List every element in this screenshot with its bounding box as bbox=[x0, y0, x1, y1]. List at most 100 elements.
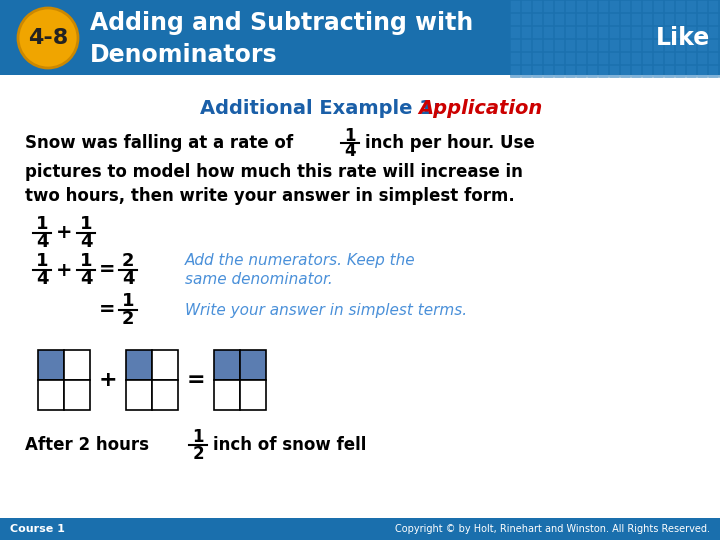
Bar bbox=[708, 13, 718, 25]
Bar bbox=[642, 65, 652, 77]
Bar bbox=[708, 0, 718, 12]
Text: Adding and Subtracting with: Adding and Subtracting with bbox=[90, 11, 473, 35]
Bar bbox=[38, 380, 64, 410]
Text: 1: 1 bbox=[36, 252, 48, 270]
Bar bbox=[521, 52, 531, 64]
Bar bbox=[543, 13, 553, 25]
Bar bbox=[631, 0, 641, 12]
Bar bbox=[653, 65, 663, 77]
Bar bbox=[554, 52, 564, 64]
Bar bbox=[554, 26, 564, 38]
Bar bbox=[653, 13, 663, 25]
Bar bbox=[708, 39, 718, 51]
Bar bbox=[598, 65, 608, 77]
Bar bbox=[609, 0, 619, 12]
Bar bbox=[521, 13, 531, 25]
Bar bbox=[587, 0, 597, 12]
Bar bbox=[686, 26, 696, 38]
Bar bbox=[576, 52, 586, 64]
Bar bbox=[719, 13, 720, 25]
Text: 4: 4 bbox=[344, 142, 356, 160]
Text: Add the numerators. Keep the: Add the numerators. Keep the bbox=[185, 253, 415, 268]
Bar bbox=[653, 52, 663, 64]
Bar bbox=[653, 0, 663, 12]
Bar bbox=[664, 65, 674, 77]
Bar bbox=[609, 65, 619, 77]
Bar bbox=[521, 39, 531, 51]
Bar bbox=[554, 65, 564, 77]
Bar bbox=[620, 52, 630, 64]
Bar bbox=[510, 0, 520, 12]
Bar bbox=[675, 39, 685, 51]
Bar bbox=[126, 380, 152, 410]
Bar bbox=[642, 26, 652, 38]
Bar bbox=[543, 0, 553, 12]
Text: 4: 4 bbox=[122, 270, 134, 288]
Text: 2: 2 bbox=[122, 252, 134, 270]
Text: 4-8: 4-8 bbox=[28, 28, 68, 48]
Text: inch of snow fell: inch of snow fell bbox=[213, 436, 366, 454]
Bar bbox=[532, 26, 542, 38]
Text: 1: 1 bbox=[80, 252, 92, 270]
Bar bbox=[521, 26, 531, 38]
Bar bbox=[532, 52, 542, 64]
Bar bbox=[565, 65, 575, 77]
Bar bbox=[664, 52, 674, 64]
Bar bbox=[587, 13, 597, 25]
Text: Write your answer in simplest terms.: Write your answer in simplest terms. bbox=[185, 302, 467, 318]
Text: Copyright © by Holt, Rinehart and Winston. All Rights Reserved.: Copyright © by Holt, Rinehart and Winsto… bbox=[395, 524, 710, 534]
Bar bbox=[598, 39, 608, 51]
Bar bbox=[609, 13, 619, 25]
Text: inch per hour. Use: inch per hour. Use bbox=[365, 134, 535, 152]
Bar bbox=[686, 13, 696, 25]
Bar bbox=[620, 0, 630, 12]
Bar bbox=[565, 52, 575, 64]
Bar bbox=[631, 26, 641, 38]
Bar bbox=[152, 380, 178, 410]
Bar bbox=[510, 65, 520, 77]
Text: 4: 4 bbox=[80, 233, 92, 251]
Bar bbox=[598, 52, 608, 64]
Text: 1: 1 bbox=[80, 215, 92, 233]
Bar bbox=[664, 26, 674, 38]
Bar bbox=[554, 13, 564, 25]
Bar bbox=[719, 52, 720, 64]
Text: two hours, then write your answer in simplest form.: two hours, then write your answer in sim… bbox=[25, 187, 515, 205]
Bar bbox=[609, 26, 619, 38]
Bar bbox=[38, 350, 64, 380]
Bar bbox=[587, 65, 597, 77]
Bar bbox=[697, 39, 707, 51]
Bar bbox=[64, 380, 90, 410]
Bar bbox=[0, 0, 720, 75]
Text: Additional Example 1:: Additional Example 1: bbox=[200, 98, 447, 118]
Bar bbox=[532, 13, 542, 25]
Bar bbox=[554, 0, 564, 12]
Bar bbox=[686, 0, 696, 12]
Bar bbox=[719, 39, 720, 51]
Bar bbox=[697, 65, 707, 77]
Bar bbox=[510, 39, 520, 51]
Text: 1: 1 bbox=[192, 428, 204, 446]
Bar bbox=[664, 0, 674, 12]
Bar bbox=[686, 65, 696, 77]
Text: 1: 1 bbox=[36, 215, 48, 233]
Text: same denominator.: same denominator. bbox=[185, 272, 333, 287]
Bar bbox=[543, 39, 553, 51]
Bar bbox=[565, 39, 575, 51]
Bar bbox=[664, 13, 674, 25]
Bar bbox=[708, 26, 718, 38]
Bar bbox=[521, 0, 531, 12]
Bar bbox=[697, 0, 707, 12]
Bar bbox=[543, 52, 553, 64]
Text: Course 1: Course 1 bbox=[10, 524, 65, 534]
Bar bbox=[532, 0, 542, 12]
Bar bbox=[587, 26, 597, 38]
Bar bbox=[565, 26, 575, 38]
Bar bbox=[240, 350, 266, 380]
Bar bbox=[642, 52, 652, 64]
Bar bbox=[587, 39, 597, 51]
Text: 4: 4 bbox=[80, 270, 92, 288]
Bar bbox=[576, 0, 586, 12]
Bar bbox=[642, 13, 652, 25]
Bar bbox=[532, 39, 542, 51]
